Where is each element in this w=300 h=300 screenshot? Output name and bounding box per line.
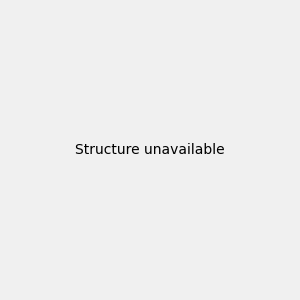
Text: Structure unavailable: Structure unavailable (75, 143, 225, 157)
